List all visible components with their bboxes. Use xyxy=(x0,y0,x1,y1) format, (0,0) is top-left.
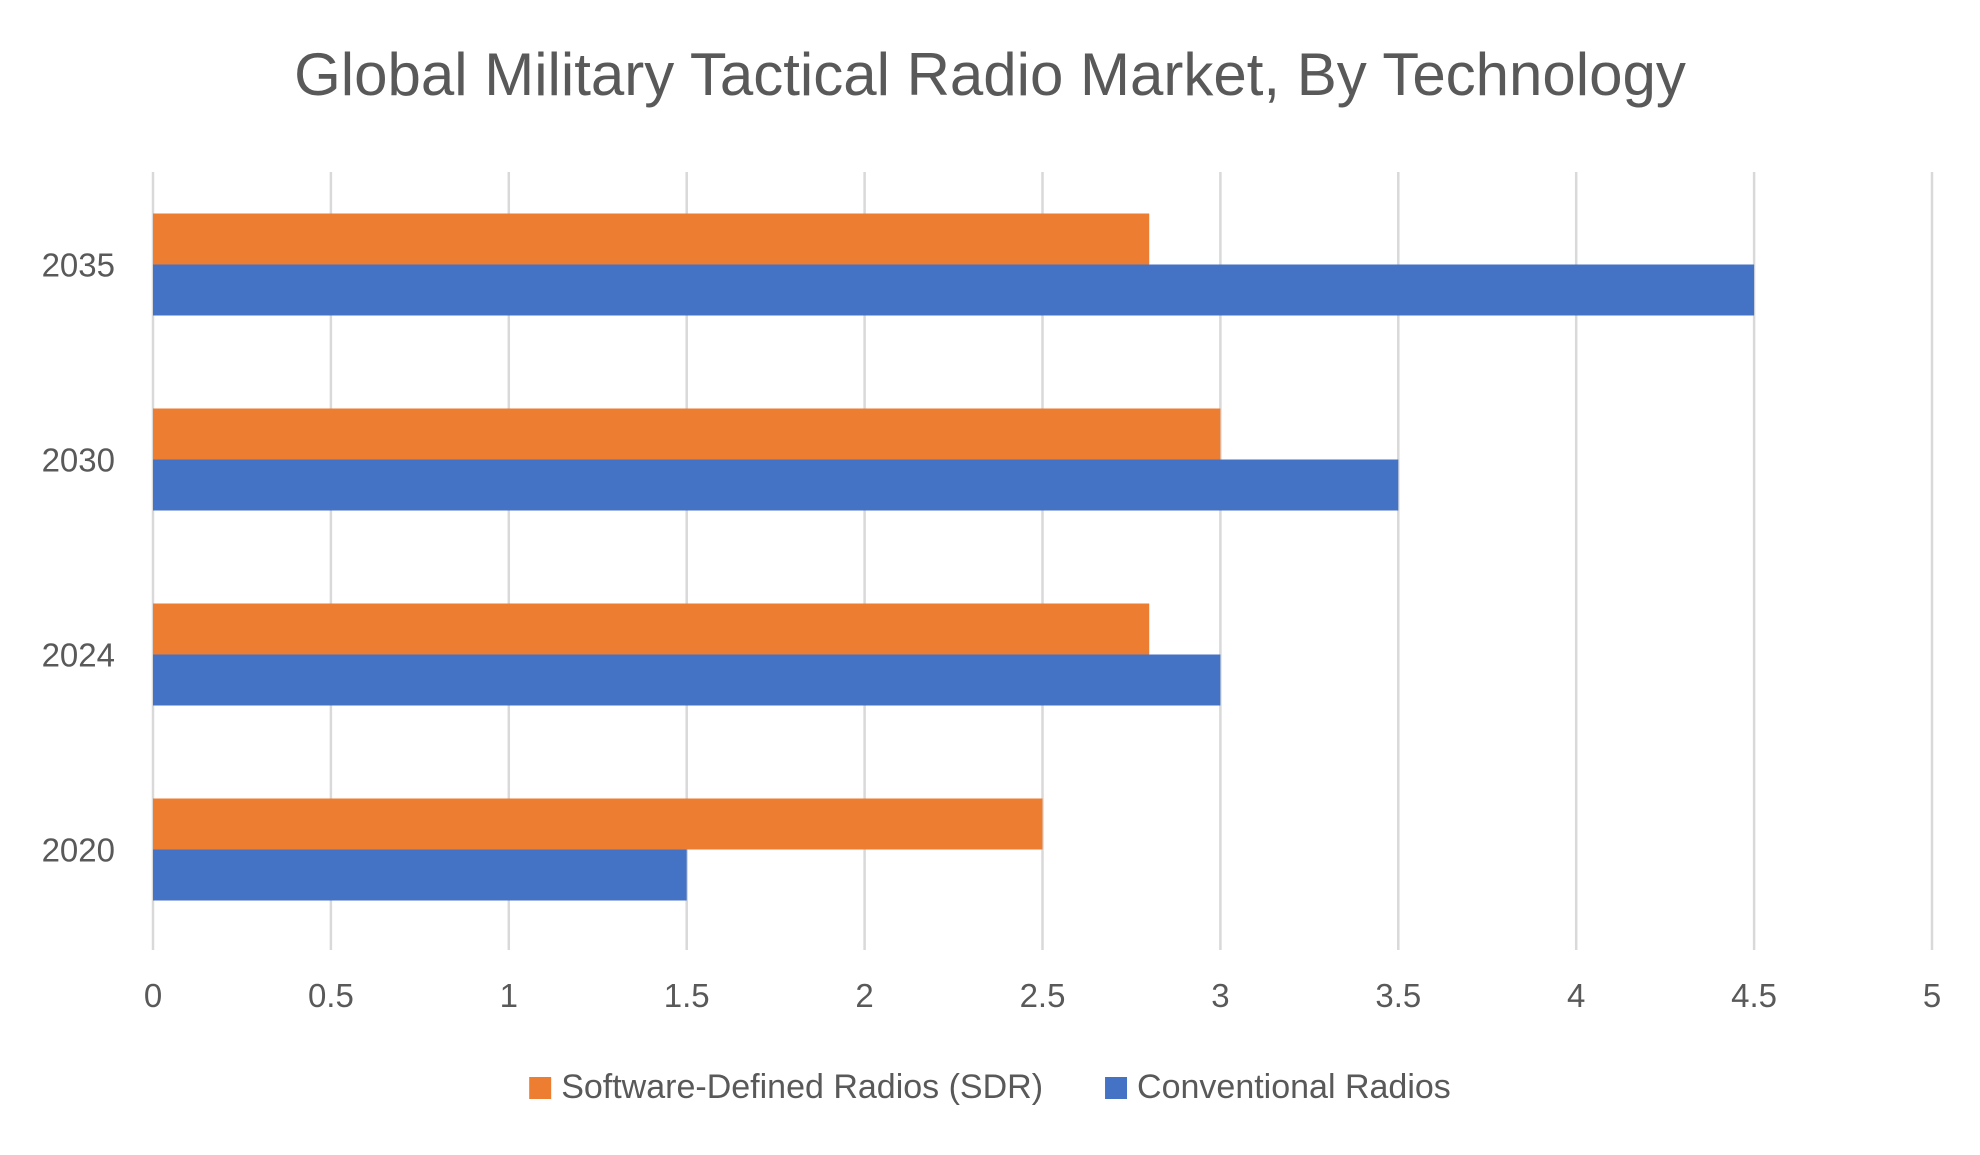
y-tick-label: 2035 xyxy=(42,247,115,284)
legend-item: Conventional Radios xyxy=(1105,1068,1451,1106)
x-tick-label: 0 xyxy=(144,977,162,1014)
bar-series0-2035 xyxy=(153,213,1150,265)
bar-series1-2020 xyxy=(153,849,687,901)
x-tick-label: 3 xyxy=(1211,977,1229,1014)
legend-item: Software-Defined Radios (SDR) xyxy=(529,1068,1043,1106)
x-tick-label: 2.5 xyxy=(1020,977,1066,1014)
legend-label: Conventional Radios xyxy=(1137,1068,1451,1106)
legend-swatch xyxy=(1105,1077,1128,1099)
x-tick-label: 2 xyxy=(855,977,873,1014)
bar-series1-2035 xyxy=(153,264,1755,316)
bars xyxy=(153,213,1755,901)
x-tick-label: 3.5 xyxy=(1375,977,1421,1014)
x-tick-label: 4.5 xyxy=(1731,977,1777,1014)
bar-series1-2030 xyxy=(153,459,1399,511)
x-tick-label: 1.5 xyxy=(664,977,710,1014)
bar-series0-2030 xyxy=(153,408,1221,460)
x-axis-tick-labels: 0 0.5 1 1.5 2 2.5 3 3.5 4 4.5 5 xyxy=(144,977,1941,1014)
legend: Software-Defined Radios (SDR) Conventiona… xyxy=(529,1068,1451,1106)
y-tick-label: 2030 xyxy=(42,442,115,479)
bar-series0-2024 xyxy=(153,603,1150,655)
y-axis-tick-labels: 2020 2024 2030 2035 xyxy=(42,247,115,869)
bar-series0-2020 xyxy=(153,798,1043,850)
y-tick-label: 2020 xyxy=(42,832,115,869)
x-tick-label: 4 xyxy=(1567,977,1585,1014)
x-tick-label: 1 xyxy=(500,977,518,1014)
bar-series1-2024 xyxy=(153,654,1221,706)
x-tick-label: 0.5 xyxy=(308,977,354,1014)
y-tick-label: 2024 xyxy=(42,637,115,674)
chart-title: Global Military Tactical Radio Market, B… xyxy=(294,41,1686,108)
legend-swatch xyxy=(529,1077,552,1099)
legend-label: Software-Defined Radios (SDR) xyxy=(561,1068,1043,1106)
x-tick-label: 5 xyxy=(1923,977,1941,1014)
